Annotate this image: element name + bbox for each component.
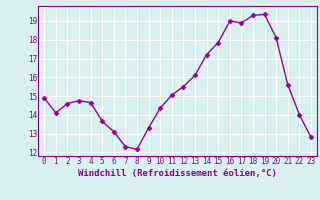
X-axis label: Windchill (Refroidissement éolien,°C): Windchill (Refroidissement éolien,°C) bbox=[78, 169, 277, 178]
